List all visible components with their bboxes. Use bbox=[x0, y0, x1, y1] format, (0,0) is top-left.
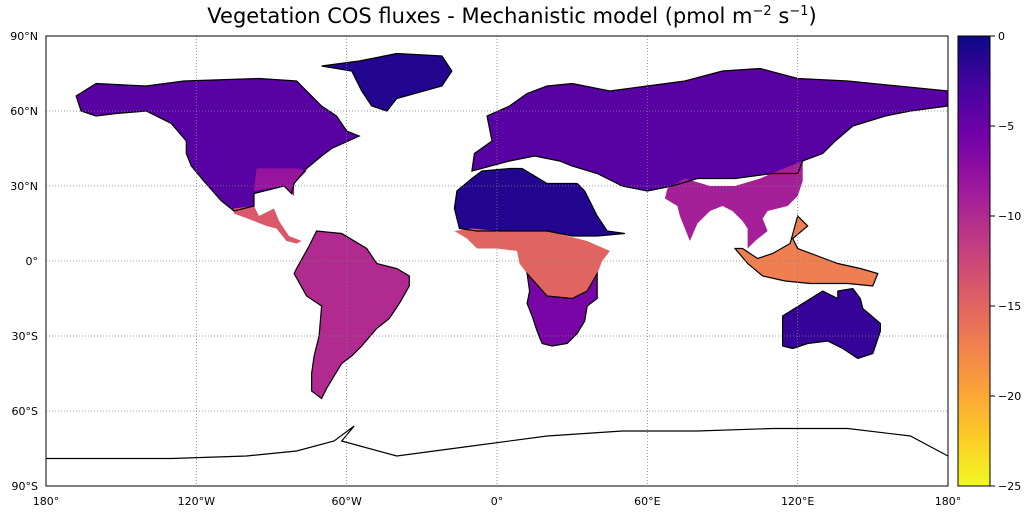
region-southern-africa bbox=[527, 273, 598, 346]
region-maritime-se-asia bbox=[735, 216, 878, 286]
y-tick-label: 60°N bbox=[10, 105, 38, 118]
y-tick-label: 0° bbox=[26, 255, 39, 268]
coastline bbox=[293, 230, 410, 400]
y-tick-label: 90°N bbox=[10, 30, 38, 43]
region-central-america bbox=[233, 206, 302, 244]
y-tick-label: 90°S bbox=[12, 480, 38, 493]
region-central-africa bbox=[454, 228, 610, 299]
map-frame bbox=[45, 35, 949, 487]
colorbar-tick-label: 0 bbox=[998, 30, 1005, 43]
coastlines bbox=[46, 52, 948, 460]
colorbar-tick-label: −25 bbox=[998, 480, 1021, 493]
y-axis-ticks: 90°N 60°N 30°N 0° 30°S 60°S 90°S bbox=[10, 30, 38, 493]
coastline bbox=[75, 77, 361, 212]
coastline bbox=[526, 271, 598, 347]
region-australia bbox=[782, 288, 881, 359]
region-south-and-east-asia bbox=[664, 161, 803, 249]
colorbar-tick-label: −5 bbox=[998, 120, 1014, 133]
gridlines bbox=[46, 36, 948, 486]
region-south-america-south bbox=[294, 231, 410, 399]
colorbar-tick-label: −15 bbox=[998, 300, 1021, 313]
x-axis-ticks: 180° 120°W 60°W 0° 60°E 120°E 180° bbox=[33, 495, 962, 508]
antarctica-coastline bbox=[46, 425, 948, 460]
coastline bbox=[733, 214, 879, 287]
region-southeast-us bbox=[254, 168, 307, 196]
region-eurasia bbox=[471, 68, 948, 191]
colorbar-ticks: 0 −5 −10 −15 −20 −25 bbox=[990, 30, 1021, 493]
y-tick-label: 30°N bbox=[10, 180, 38, 193]
y-tick-label: 30°S bbox=[12, 330, 38, 343]
colorbar-tick-label: −10 bbox=[998, 210, 1021, 223]
chart-title: Vegetation COS fluxes - Mechanistic mode… bbox=[207, 4, 817, 28]
coastline bbox=[453, 167, 625, 237]
x-tick-label: 180° bbox=[935, 495, 962, 508]
x-tick-label: 0° bbox=[491, 495, 504, 508]
x-tick-label: 180° bbox=[33, 495, 60, 508]
colorbar-tick-label: −20 bbox=[998, 390, 1021, 403]
x-tick-label: 120°W bbox=[178, 495, 215, 508]
x-tick-label: 120°E bbox=[781, 495, 814, 508]
region-greenland bbox=[321, 53, 452, 111]
colorbar bbox=[957, 35, 991, 487]
coastline bbox=[321, 52, 453, 112]
x-tick-label: 60°W bbox=[331, 495, 361, 508]
coastline bbox=[781, 287, 882, 360]
y-tick-label: 60°S bbox=[12, 405, 38, 418]
x-tick-label: 60°E bbox=[634, 495, 660, 508]
